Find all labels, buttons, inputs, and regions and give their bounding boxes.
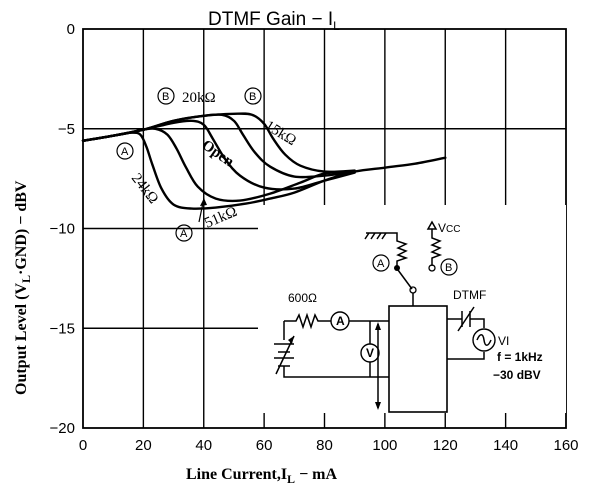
x-axis-label-sub: L bbox=[287, 472, 295, 486]
ac-source bbox=[472, 328, 496, 352]
chart-title: DTMF Gain − IL bbox=[208, 9, 340, 33]
marker-a-left-letter: A bbox=[121, 146, 129, 158]
switch-marker-a-letter: A bbox=[377, 258, 385, 270]
x-tick-label-2: 40 bbox=[195, 437, 212, 454]
y-axis-label-sub: L bbox=[19, 275, 33, 283]
marker-b-top-right-letter: B bbox=[249, 91, 256, 103]
vcc-label-sub: CC bbox=[446, 224, 460, 235]
x-axis-ticks: 0 20 40 60 80 100 120 140 160 bbox=[79, 437, 579, 454]
series-line-1 bbox=[81, 127, 356, 203]
x-tick-label-0: 0 bbox=[79, 437, 87, 454]
x-axis-label-main: Line Current,I bbox=[186, 466, 287, 483]
switch-arm bbox=[397, 269, 413, 290]
switch-marker-b-letter: B bbox=[445, 262, 452, 274]
switch-a-contact bbox=[394, 265, 400, 271]
variable-source bbox=[274, 335, 295, 375]
switch-b-contact bbox=[428, 264, 436, 272]
source-label: VI bbox=[498, 334, 509, 348]
series-line-0 bbox=[81, 131, 447, 210]
y-axis-ticks: 0 −5 −10 −15 −20 bbox=[50, 21, 75, 437]
ammeter-letter: A bbox=[336, 314, 345, 328]
ic-box bbox=[388, 305, 448, 413]
label-15k: 15kΩ bbox=[262, 118, 299, 149]
voltmeter-letter: V bbox=[366, 346, 374, 360]
dtmf-label: DTMF bbox=[453, 288, 486, 302]
y-tick-label-2: −10 bbox=[50, 221, 75, 238]
marker-a-bottom bbox=[175, 224, 193, 242]
x-tick-label-3: 60 bbox=[256, 437, 273, 454]
freq-label: f = 1kHz bbox=[497, 350, 543, 364]
ac-source-sine bbox=[476, 334, 492, 346]
voltmeter-circle bbox=[360, 343, 380, 363]
source-bottom-wire bbox=[447, 352, 485, 360]
label-20k: 20kΩ bbox=[182, 90, 216, 106]
x-tick-label-4: 80 bbox=[316, 437, 333, 454]
switch-marker-b bbox=[440, 258, 458, 276]
loop-top-wire bbox=[284, 312, 331, 330]
y-tick-label-4: −20 bbox=[50, 420, 75, 437]
series-line-4 bbox=[81, 112, 356, 174]
pointer-arrow-head bbox=[200, 198, 207, 206]
y-tick-label-0: 0 bbox=[67, 21, 75, 38]
y-axis-label-main: Output Level (V bbox=[13, 283, 30, 395]
vcc-label: VCC bbox=[438, 221, 460, 235]
curve-group bbox=[81, 112, 447, 210]
x-tick-label-1: 20 bbox=[135, 437, 152, 454]
marker-b-top-left-letter: B bbox=[162, 91, 169, 103]
switch-a-lead bbox=[386, 232, 409, 266]
dtmf-cap-arrow bbox=[457, 306, 475, 332]
x-axis-label-suffix: − mA bbox=[295, 466, 337, 483]
variable-source-arrow bbox=[288, 336, 294, 344]
level-label: −30 dBV bbox=[493, 368, 541, 382]
marker-b-top-right bbox=[244, 87, 262, 105]
chart-title-main: DTMF Gain − I bbox=[208, 9, 333, 30]
ground-symbol bbox=[364, 232, 387, 240]
dtmf-wire bbox=[447, 311, 485, 328]
x-tick-label-8: 160 bbox=[553, 437, 578, 454]
marker-b-top-left bbox=[157, 87, 175, 105]
marker-a-bottom-letter: A bbox=[180, 228, 188, 240]
marker-a-left bbox=[116, 142, 134, 160]
loop-left-wire bbox=[283, 321, 389, 378]
vcc-label-main: V bbox=[438, 221, 446, 235]
switch-b-lead bbox=[430, 229, 443, 266]
chart-title-subscript: L bbox=[333, 19, 340, 33]
x-axis-label: Line Current,IL − mA bbox=[186, 466, 338, 486]
y-axis-label: Output Level (VL·GND) − dBV bbox=[13, 180, 33, 395]
y-axis-label-suffix: ·GND) − dBV bbox=[13, 180, 30, 275]
y-tick-label-3: −15 bbox=[50, 320, 75, 337]
x-tick-label-7: 140 bbox=[493, 437, 518, 454]
resistor-label: 600Ω bbox=[288, 291, 317, 305]
test-circuit: VCC A B 600Ω A V DTMF bbox=[274, 220, 543, 413]
y-tick-label-1: −5 bbox=[58, 121, 75, 138]
measure-arrow-top bbox=[375, 322, 381, 330]
x-tick-label-5: 100 bbox=[372, 437, 397, 454]
x-tick-label-6: 120 bbox=[433, 437, 458, 454]
measure-arrow-bottom bbox=[375, 402, 381, 410]
switch-marker-a bbox=[372, 254, 390, 272]
